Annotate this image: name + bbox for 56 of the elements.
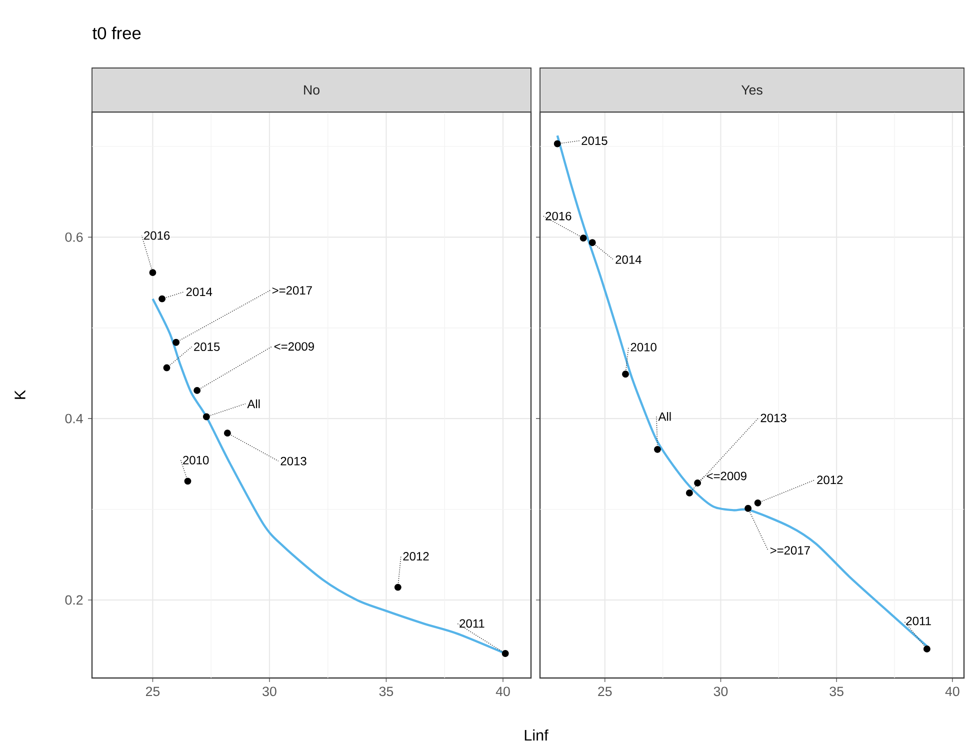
annotation: 2011 bbox=[906, 616, 931, 626]
y-tick-label: 0.2 bbox=[65, 595, 83, 605]
point bbox=[694, 480, 702, 486]
chart-subtitle: Yes bbox=[741, 85, 762, 95]
annotation: 2016 bbox=[546, 212, 572, 220]
point bbox=[224, 430, 231, 437]
annotation: 2015 bbox=[582, 136, 608, 145]
point bbox=[163, 364, 170, 372]
annotation: 2011 bbox=[460, 619, 484, 628]
x-tick-label: 25 bbox=[598, 686, 612, 696]
point bbox=[554, 140, 561, 148]
x-tick-label: 35 bbox=[830, 686, 844, 696]
point bbox=[654, 446, 661, 453]
annotation: All bbox=[247, 399, 260, 408]
point bbox=[502, 650, 509, 657]
x-axis-title: Linf bbox=[524, 729, 548, 741]
chart-title: t0 free bbox=[92, 26, 141, 40]
y-tick-label: 0.6 bbox=[65, 232, 83, 242]
point bbox=[149, 269, 156, 276]
annotation: 2014 bbox=[186, 288, 212, 296]
x-tick-label: 40 bbox=[945, 686, 960, 696]
annotation: <=2009 bbox=[274, 342, 314, 351]
point bbox=[172, 338, 180, 346]
annotation: 2015 bbox=[194, 342, 220, 352]
annotation: 2010 bbox=[183, 456, 209, 464]
annotation: >=2017 bbox=[770, 546, 810, 555]
annotation: <=2009 bbox=[706, 472, 746, 480]
point bbox=[158, 295, 166, 302]
annotation: >=2017 bbox=[272, 286, 312, 295]
y-axis-title: K bbox=[14, 390, 26, 399]
annotation: 2014 bbox=[616, 255, 642, 264]
point bbox=[394, 584, 402, 591]
x-tick-label: 35 bbox=[379, 686, 394, 696]
x-tick-label: 30 bbox=[714, 686, 728, 696]
point bbox=[202, 413, 210, 420]
annotation: 2013 bbox=[280, 456, 306, 466]
point bbox=[622, 370, 629, 378]
y-tick-label: 0.4 bbox=[65, 414, 83, 424]
chart-subtitle: No bbox=[304, 85, 320, 95]
annotation: 2010 bbox=[630, 342, 656, 352]
point bbox=[588, 239, 596, 246]
x-tick-label: 30 bbox=[262, 686, 276, 696]
point bbox=[194, 386, 201, 394]
point bbox=[754, 499, 762, 506]
point bbox=[923, 645, 930, 652]
annotation: 2013 bbox=[760, 414, 786, 422]
x-tick-label: 25 bbox=[146, 686, 160, 696]
point bbox=[686, 489, 693, 496]
annotation: All bbox=[658, 412, 671, 421]
point bbox=[184, 478, 192, 485]
point bbox=[580, 234, 587, 242]
x-tick-label: 40 bbox=[496, 686, 510, 696]
annotation: 2012 bbox=[817, 476, 843, 484]
annotation: 2012 bbox=[403, 552, 429, 561]
point bbox=[744, 504, 752, 512]
annotation: 2016 bbox=[144, 231, 170, 240]
